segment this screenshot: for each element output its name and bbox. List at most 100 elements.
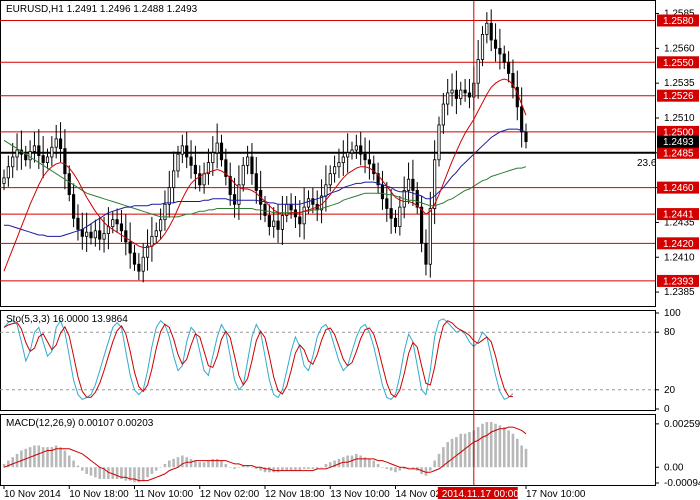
macd-bar <box>294 467 297 471</box>
level-price-tag-label: 1.2393 <box>663 276 694 287</box>
macd-bar <box>81 467 84 471</box>
candle-body <box>185 145 189 158</box>
candle-body <box>376 173 380 186</box>
macd-bar <box>476 427 480 468</box>
macd-bar <box>355 453 358 468</box>
macd-bar <box>46 447 49 468</box>
candle-body <box>50 146 54 158</box>
macd-bar <box>516 438 519 468</box>
macd-bar <box>302 467 306 469</box>
candle-body <box>306 198 311 208</box>
time-tick-label: 14 Nov 02: <box>396 489 444 500</box>
macd-bar <box>437 453 441 468</box>
candle-body <box>350 149 354 154</box>
candle-body <box>176 153 180 172</box>
macd-bar <box>511 433 515 468</box>
macd-bar <box>41 447 45 468</box>
macd-bar <box>7 460 10 468</box>
candle-body <box>406 178 411 191</box>
current-price-tag-label: 1.2493 <box>663 137 694 148</box>
candle-body <box>328 173 332 186</box>
time-tick-label: 12 Nov 02:00 <box>200 489 260 500</box>
candle-body <box>211 152 215 163</box>
candle-body <box>15 149 19 158</box>
candle-body <box>493 39 498 49</box>
candle-body <box>241 164 245 186</box>
candle-body <box>28 151 32 161</box>
candle-body <box>206 162 211 175</box>
candle-body <box>228 176 232 195</box>
candle-body <box>41 155 45 163</box>
macd-bar <box>233 467 236 469</box>
candle-body <box>437 124 441 161</box>
candle-body <box>72 194 76 219</box>
sto-tick-label: 80 <box>664 327 676 338</box>
candle-body <box>76 217 80 230</box>
candle-body <box>359 145 363 155</box>
level-price-tag-label: 1.2526 <box>663 91 694 102</box>
price-tick-label: 1.2435 <box>664 217 695 228</box>
candle-body <box>485 22 489 35</box>
macd-bar <box>181 455 184 468</box>
candle-body <box>132 252 137 265</box>
macd-bar <box>429 467 432 471</box>
macd-bar <box>211 458 215 468</box>
candle-body <box>289 203 293 211</box>
candle-body <box>272 220 276 228</box>
macd-bar <box>237 467 241 468</box>
macd-bar <box>520 445 523 468</box>
candle-body <box>372 163 376 175</box>
candle-body <box>393 217 398 228</box>
macd-bar <box>263 467 267 473</box>
sto-tick-label: 100 <box>664 308 681 319</box>
sto-tick-label: 0 <box>664 404 670 415</box>
sto-signal-line <box>3 320 514 398</box>
macd-bar <box>442 447 445 468</box>
candle-body <box>37 145 41 156</box>
candle-body <box>80 229 84 237</box>
macd-bar <box>50 447 54 468</box>
macd-bar <box>63 450 67 468</box>
macd-bar <box>94 467 97 478</box>
candle-body <box>354 145 358 151</box>
candle-body <box>463 89 467 94</box>
macd-bar <box>98 467 101 479</box>
macd-bar <box>363 457 367 468</box>
macd-bar <box>385 467 389 469</box>
axis-layer: 1.2585 1.2560 1.2535 1.2510 1.2485 1.2460 1.24… <box>3 1 700 500</box>
macd-bar <box>272 467 275 473</box>
candle-body <box>280 215 284 230</box>
macd-bar <box>285 467 289 471</box>
time-highlight-label: 2014.11.17 00:00 <box>442 489 520 500</box>
candle-body <box>333 166 337 175</box>
ma-green-line <box>3 139 527 218</box>
stochastic-panel[interactable] <box>0 310 656 411</box>
candle-body <box>141 256 145 272</box>
macd-bar <box>37 445 41 468</box>
macd-bar <box>376 463 380 468</box>
macd-bar <box>481 423 484 468</box>
macd-bar <box>224 463 228 468</box>
candle-body <box>98 230 102 240</box>
candle-body <box>67 173 71 195</box>
level-price-tag <box>657 89 699 102</box>
macd-bar <box>463 433 467 468</box>
macd-bar <box>276 467 280 473</box>
candle-body <box>202 173 206 186</box>
level-price-tag <box>657 146 699 159</box>
macd-bar <box>59 447 62 468</box>
macd-bar <box>489 422 493 468</box>
candle-body <box>293 209 298 218</box>
stochastic-title: Sto(5,3,3) 16.0000 13.9864 <box>6 314 128 325</box>
candle-body <box>85 231 89 237</box>
candle-body <box>498 47 502 55</box>
level-price-tag <box>657 14 699 27</box>
candle-body <box>224 159 228 177</box>
candle-body <box>58 138 63 150</box>
fib-annotation: 23.6 <box>637 158 657 169</box>
candle-body <box>237 184 241 205</box>
macd-bar <box>307 467 310 469</box>
macd-bar <box>350 455 354 468</box>
candle-body <box>232 194 237 205</box>
